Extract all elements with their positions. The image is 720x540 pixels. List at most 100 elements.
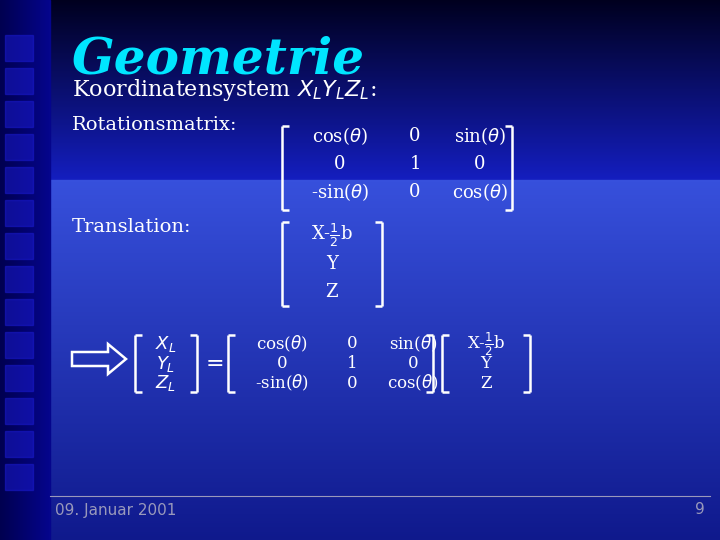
Bar (50, 448, 720, 449)
Bar (50, 173, 720, 174)
Text: Y: Y (480, 355, 492, 373)
Bar (50, 197, 720, 198)
Bar (50, 539, 720, 540)
Bar (50, 172, 720, 173)
Bar (50, 274, 720, 275)
Bar (50, 1, 720, 2)
Bar (50, 460, 720, 461)
Bar (50, 63, 720, 64)
Bar (37, 0, 38, 540)
Text: sin($\theta$): sin($\theta$) (389, 334, 437, 354)
Bar (50, 354, 720, 355)
Bar (50, 325, 720, 326)
Bar (50, 234, 720, 235)
Bar (50, 11, 720, 12)
Bar (36, 0, 37, 540)
Bar (50, 123, 720, 124)
Bar (50, 528, 720, 529)
Bar (50, 124, 720, 125)
Bar (50, 345, 720, 346)
Bar (50, 411, 720, 412)
Bar (34, 0, 35, 540)
Bar (50, 518, 720, 519)
Text: $Y_L$: $Y_L$ (156, 354, 176, 374)
Bar (50, 131, 720, 132)
Bar (50, 254, 720, 255)
Bar (50, 154, 720, 155)
Bar (50, 38, 720, 39)
Bar (50, 164, 720, 165)
Bar (50, 128, 720, 129)
Bar (50, 293, 720, 294)
Bar (50, 381, 720, 382)
Bar (50, 312, 720, 313)
Bar (50, 441, 720, 442)
Bar (50, 300, 720, 301)
Bar (50, 31, 720, 32)
Bar (50, 109, 720, 110)
Bar (50, 107, 720, 108)
Bar (50, 417, 720, 418)
Bar (50, 110, 720, 111)
Bar (50, 363, 720, 364)
Bar (50, 180, 720, 181)
Bar (50, 2, 720, 3)
Bar (50, 194, 720, 195)
Bar (50, 429, 720, 430)
Text: 1: 1 (409, 155, 420, 173)
Bar (50, 507, 720, 508)
Bar (50, 32, 720, 33)
Bar (50, 162, 720, 163)
Bar (50, 474, 720, 475)
Bar (50, 225, 720, 226)
Bar (50, 436, 720, 437)
Bar (50, 467, 720, 468)
Bar (50, 468, 720, 469)
Bar (50, 533, 720, 534)
Bar (50, 308, 720, 309)
Bar (50, 117, 720, 118)
Bar (50, 439, 720, 440)
Bar (50, 360, 720, 361)
Bar (50, 243, 720, 244)
Text: X-$\frac{1}{2}$b: X-$\frac{1}{2}$b (467, 330, 505, 357)
Bar (50, 256, 720, 257)
Bar (3, 0, 4, 540)
Text: Z: Z (325, 283, 338, 301)
Bar (5, 134, 33, 160)
Bar (50, 515, 720, 516)
Bar (50, 525, 720, 526)
Bar (50, 313, 720, 314)
Bar (50, 248, 720, 249)
Bar (50, 72, 720, 73)
Bar (50, 211, 720, 212)
Text: cos($\theta$): cos($\theta$) (256, 334, 308, 354)
Bar (50, 310, 720, 311)
Bar (50, 233, 720, 234)
Bar (50, 380, 720, 381)
Bar (50, 76, 720, 77)
Bar (50, 526, 720, 527)
Bar (50, 382, 720, 383)
Bar (50, 470, 720, 471)
Bar (50, 134, 720, 135)
Bar (50, 95, 720, 96)
Bar (50, 232, 720, 233)
Bar (5, 101, 33, 127)
Bar (50, 252, 720, 253)
Bar (50, 44, 720, 45)
Bar (50, 25, 720, 26)
Bar (50, 471, 720, 472)
Bar (50, 65, 720, 66)
Bar (50, 366, 720, 367)
Bar (50, 494, 720, 495)
Bar (50, 75, 720, 76)
Bar (50, 93, 720, 94)
Bar (50, 55, 720, 56)
Bar (50, 437, 720, 438)
Bar (50, 52, 720, 53)
Bar (5, 266, 33, 292)
Bar (50, 459, 720, 460)
Bar (50, 517, 720, 518)
Bar (50, 269, 720, 270)
